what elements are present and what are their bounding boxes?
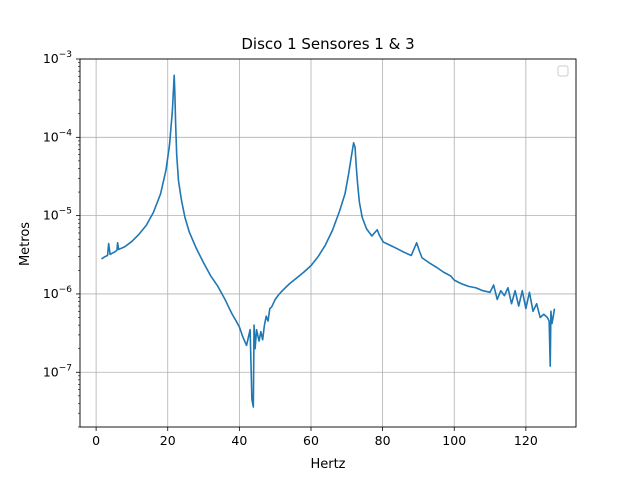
y-axis-ticks: 10−7 10−6 10−5 10−4 10−3 [43, 50, 80, 428]
grid-lines [80, 58, 576, 427]
x-axis-ticks: 0 20 40 60 80 100 120 [92, 427, 538, 448]
plot-area [101, 74, 556, 408]
y-tick-label: 10−6 [43, 285, 72, 301]
x-tick-label: 120 [514, 433, 538, 448]
chart-title: Disco 1 Sensores 1 & 3 [241, 35, 414, 53]
x-tick-label: 60 [303, 433, 319, 448]
y-tick-label: 10−5 [43, 207, 72, 223]
x-tick-label: 80 [375, 433, 391, 448]
x-tick-label: 100 [442, 433, 466, 448]
x-axis-label: Hertz [310, 457, 345, 472]
x-tick-label: 40 [231, 433, 247, 448]
x-tick-label: 0 [92, 433, 100, 448]
y-tick-label: 10−3 [43, 50, 72, 66]
y-tick-label: 10−4 [43, 128, 72, 144]
y-tick-label: 10−7 [43, 363, 72, 379]
axes-frame [79, 58, 577, 428]
x-tick-label: 20 [160, 433, 176, 448]
series-line [101, 74, 556, 408]
y-axis-label: Metros [18, 222, 33, 266]
legend-box [557, 65, 569, 77]
